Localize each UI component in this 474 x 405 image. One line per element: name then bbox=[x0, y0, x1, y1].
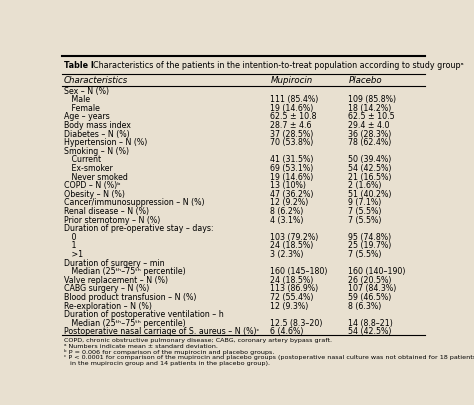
Text: 9 (7.1%): 9 (7.1%) bbox=[348, 198, 382, 207]
Text: 1: 1 bbox=[64, 241, 76, 250]
Text: 47 (36.2%): 47 (36.2%) bbox=[271, 190, 314, 198]
Text: 19 (14.6%): 19 (14.6%) bbox=[271, 172, 314, 181]
Text: 12 (9.2%): 12 (9.2%) bbox=[271, 198, 309, 207]
Text: 51 (40.2%): 51 (40.2%) bbox=[348, 190, 392, 198]
Text: Re-exploration – N (%): Re-exploration – N (%) bbox=[64, 301, 152, 310]
Text: 28.7 ± 4.6: 28.7 ± 4.6 bbox=[271, 121, 312, 130]
Text: Valve replacement – N (%): Valve replacement – N (%) bbox=[64, 275, 168, 284]
Text: Characteristics of the patients in the intention-to-treat population according t: Characteristics of the patients in the i… bbox=[88, 61, 464, 70]
Text: 109 (85.8%): 109 (85.8%) bbox=[348, 95, 396, 104]
Text: Duration of postoperative ventilation – h: Duration of postoperative ventilation – … bbox=[64, 309, 224, 318]
Text: Mupirocin: Mupirocin bbox=[271, 76, 313, 85]
Text: 7 (5.5%): 7 (5.5%) bbox=[348, 207, 382, 215]
Text: 7 (5.5%): 7 (5.5%) bbox=[348, 215, 382, 224]
Text: Blood product transfusion – N (%): Blood product transfusion – N (%) bbox=[64, 292, 196, 301]
Text: Body mass index: Body mass index bbox=[64, 121, 131, 130]
Text: Sex – N (%): Sex – N (%) bbox=[64, 86, 109, 96]
Text: ᵇ P = 0.006 for comparison of the mupirocin and placebo groups.: ᵇ P = 0.006 for comparison of the mupiro… bbox=[64, 348, 274, 354]
Text: 103 (79.2%): 103 (79.2%) bbox=[271, 232, 319, 241]
Text: Hypertension – N (%): Hypertension – N (%) bbox=[64, 138, 147, 147]
Text: 3 (2.3%): 3 (2.3%) bbox=[271, 249, 304, 258]
Text: 13 (10%): 13 (10%) bbox=[271, 181, 306, 190]
Text: 78 (62.4%): 78 (62.4%) bbox=[348, 138, 392, 147]
Text: 72 (55.4%): 72 (55.4%) bbox=[271, 292, 314, 301]
Text: 113 (86.9%): 113 (86.9%) bbox=[271, 284, 319, 293]
Text: COPD, chronic obstructive pulmonary disease; CABG, coronary artery bypass graft.: COPD, chronic obstructive pulmonary dise… bbox=[64, 337, 332, 342]
Text: Female: Female bbox=[64, 104, 100, 113]
Text: 12 (9.3%): 12 (9.3%) bbox=[271, 301, 309, 310]
Text: 160 (140–190): 160 (140–190) bbox=[348, 266, 406, 275]
Text: 37 (28.5%): 37 (28.5%) bbox=[271, 129, 314, 138]
Text: 6 (4.6%): 6 (4.6%) bbox=[271, 326, 304, 336]
Text: in the mupirocin group and 14 patients in the placebo group).: in the mupirocin group and 14 patients i… bbox=[64, 360, 270, 364]
Text: ᶜ P < 0.0001 for comparison of the mupirocin and placebo groups (postoperative n: ᶜ P < 0.0001 for comparison of the mupir… bbox=[64, 354, 474, 359]
Text: Obesity – N (%): Obesity – N (%) bbox=[64, 190, 125, 198]
Text: 107 (84.3%): 107 (84.3%) bbox=[348, 284, 397, 293]
Text: 62.5 ± 10.5: 62.5 ± 10.5 bbox=[348, 112, 395, 121]
Text: Characteristics: Characteristics bbox=[64, 76, 128, 85]
Text: 29.4 ± 4.0: 29.4 ± 4.0 bbox=[348, 121, 390, 130]
Text: Current: Current bbox=[64, 155, 101, 164]
Text: 14 (8.8–21): 14 (8.8–21) bbox=[348, 318, 393, 327]
Text: Postoperative nasal carriage of S. aureus – N (%)ᶜ: Postoperative nasal carriage of S. aureu… bbox=[64, 326, 259, 336]
Text: Table I: Table I bbox=[64, 61, 94, 70]
Text: 36 (28.3%): 36 (28.3%) bbox=[348, 129, 392, 138]
Text: Renal disease – N (%): Renal disease – N (%) bbox=[64, 207, 149, 215]
Text: 59 (46.5%): 59 (46.5%) bbox=[348, 292, 392, 301]
Text: 25 (19.7%): 25 (19.7%) bbox=[348, 241, 392, 250]
Text: COPD – N (%)ᵇ: COPD – N (%)ᵇ bbox=[64, 181, 121, 190]
Text: 7 (5.5%): 7 (5.5%) bbox=[348, 249, 382, 258]
Text: 41 (31.5%): 41 (31.5%) bbox=[271, 155, 314, 164]
Text: CABG surgery – N (%): CABG surgery – N (%) bbox=[64, 284, 149, 293]
Text: Ex-smoker: Ex-smoker bbox=[64, 164, 113, 173]
Text: Smoking – N (%): Smoking – N (%) bbox=[64, 147, 129, 156]
Text: 24 (18.5%): 24 (18.5%) bbox=[271, 241, 314, 250]
Text: Prior sternotomy – N (%): Prior sternotomy – N (%) bbox=[64, 215, 160, 224]
Text: 69 (53.1%): 69 (53.1%) bbox=[271, 164, 314, 173]
Text: 4 (3.1%): 4 (3.1%) bbox=[271, 215, 304, 224]
Text: >1: >1 bbox=[64, 249, 83, 258]
Text: 70 (53.8%): 70 (53.8%) bbox=[271, 138, 314, 147]
Text: Diabetes – N (%): Diabetes – N (%) bbox=[64, 129, 130, 138]
Text: Cancer/immunosuppression – N (%): Cancer/immunosuppression – N (%) bbox=[64, 198, 204, 207]
Text: 12.5 (8.3–20): 12.5 (8.3–20) bbox=[271, 318, 323, 327]
Text: Duration of pre-operative stay – days:: Duration of pre-operative stay – days: bbox=[64, 224, 213, 232]
Text: 95 (74.8%): 95 (74.8%) bbox=[348, 232, 392, 241]
Text: 50 (39.4%): 50 (39.4%) bbox=[348, 155, 392, 164]
Text: 54 (42.5%): 54 (42.5%) bbox=[348, 164, 392, 173]
Text: 8 (6.2%): 8 (6.2%) bbox=[271, 207, 304, 215]
Text: 18 (14.2%): 18 (14.2%) bbox=[348, 104, 392, 113]
Text: Never smoked: Never smoked bbox=[64, 172, 128, 181]
Text: Median (25ᵗʰ–75ᵗʰ percentile): Median (25ᵗʰ–75ᵗʰ percentile) bbox=[64, 318, 186, 327]
Text: 21 (16.5%): 21 (16.5%) bbox=[348, 172, 392, 181]
Text: 160 (145–180): 160 (145–180) bbox=[271, 266, 328, 275]
Text: ᵃ Numbers indicate mean ± standard deviation.: ᵃ Numbers indicate mean ± standard devia… bbox=[64, 343, 218, 348]
Text: 62.5 ± 10.8: 62.5 ± 10.8 bbox=[271, 112, 317, 121]
Text: Placebo: Placebo bbox=[348, 76, 382, 85]
Text: 0: 0 bbox=[64, 232, 76, 241]
Text: 26 (20.5%): 26 (20.5%) bbox=[348, 275, 392, 284]
Text: Duration of surgery – min: Duration of surgery – min bbox=[64, 258, 164, 267]
Text: Age – years: Age – years bbox=[64, 112, 110, 121]
Text: 24 (18.5%): 24 (18.5%) bbox=[271, 275, 314, 284]
Text: Male: Male bbox=[64, 95, 90, 104]
Text: 111 (85.4%): 111 (85.4%) bbox=[271, 95, 319, 104]
Text: 2 (1.6%): 2 (1.6%) bbox=[348, 181, 382, 190]
Text: 54 (42.5%): 54 (42.5%) bbox=[348, 326, 392, 336]
Text: 19 (14.6%): 19 (14.6%) bbox=[271, 104, 314, 113]
Text: 8 (6.3%): 8 (6.3%) bbox=[348, 301, 382, 310]
Text: Median (25ᵗʰ–75ᵗʰ percentile): Median (25ᵗʰ–75ᵗʰ percentile) bbox=[64, 266, 186, 275]
